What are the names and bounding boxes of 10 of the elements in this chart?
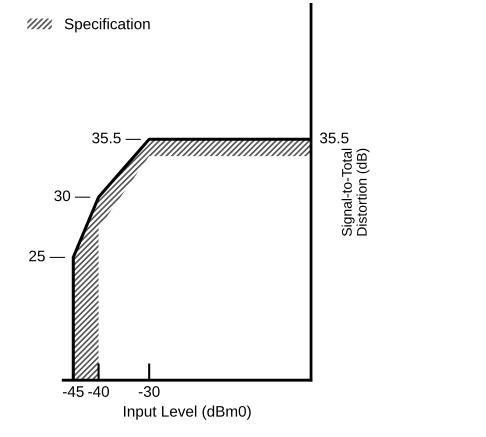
annotation: 30 —	[54, 190, 90, 202]
annotation: 25 —	[29, 250, 65, 262]
annotation: 35.5 —	[92, 132, 141, 144]
x-tick-label: -30	[138, 386, 160, 397]
x-tick-label: -40	[88, 386, 110, 397]
x-tick-label: -45	[62, 386, 84, 397]
y-axis-title: Signal-to-Total Distortion (dB)	[342, 148, 370, 236]
annotation: 35.5	[320, 132, 348, 144]
x-axis-title: Input Level (dBm0)	[124, 406, 251, 420]
text: Specification	[64, 18, 150, 32]
